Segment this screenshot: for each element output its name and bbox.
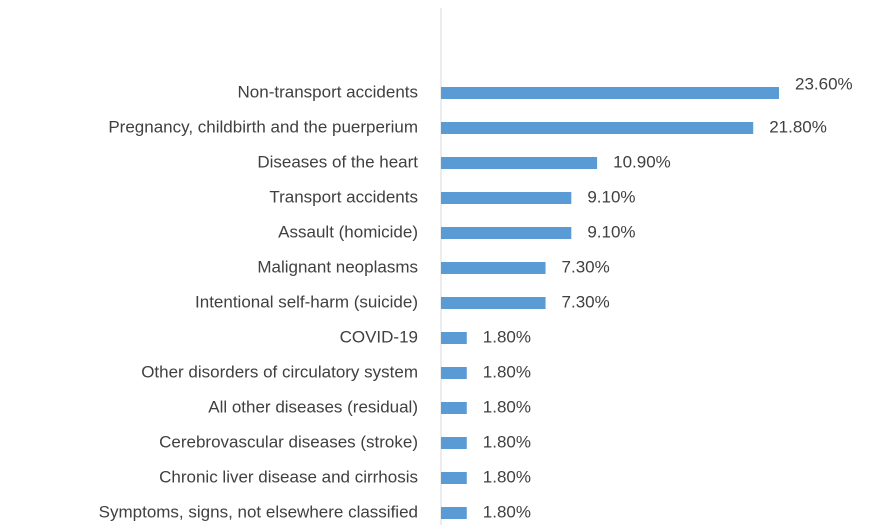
value-label: 9.10% bbox=[587, 187, 635, 206]
bar bbox=[441, 122, 754, 134]
bar bbox=[441, 297, 546, 309]
category-label: Transport accidents bbox=[269, 187, 418, 206]
category-label: Diseases of the heart bbox=[257, 152, 418, 171]
category-label: Cerebrovascular diseases (stroke) bbox=[159, 432, 418, 451]
category-label: Malignant neoplasms bbox=[257, 257, 418, 276]
bar bbox=[441, 157, 598, 169]
bar bbox=[441, 472, 467, 484]
value-label: 10.90% bbox=[613, 152, 671, 171]
category-label: Chronic liver disease and cirrhosis bbox=[159, 467, 418, 486]
category-label: COVID-19 bbox=[340, 327, 418, 346]
category-label: Symptoms, signs, not elsewhere classifie… bbox=[99, 502, 418, 521]
category-label: Other disorders of circulatory system bbox=[141, 362, 418, 381]
bar bbox=[441, 402, 467, 414]
value-label: 1.80% bbox=[483, 432, 531, 451]
value-label: 7.30% bbox=[562, 292, 610, 311]
category-label: Non-transport accidents bbox=[238, 82, 418, 101]
category-label: Assault (homicide) bbox=[278, 222, 418, 241]
value-label: 21.80% bbox=[769, 117, 827, 136]
value-label: 1.80% bbox=[483, 397, 531, 416]
value-label: 1.80% bbox=[483, 362, 531, 381]
category-label: Intentional self-harm (suicide) bbox=[195, 292, 418, 311]
bar bbox=[441, 367, 467, 379]
value-label: 1.80% bbox=[483, 327, 531, 346]
bar bbox=[441, 437, 467, 449]
category-label: Pregnancy, childbirth and the puerperium bbox=[108, 117, 418, 136]
bar bbox=[441, 332, 467, 344]
value-label: 9.10% bbox=[587, 222, 635, 241]
value-label: 7.30% bbox=[562, 257, 610, 276]
value-label: 1.80% bbox=[483, 502, 531, 521]
bar bbox=[441, 227, 572, 239]
value-label: 1.80% bbox=[483, 467, 531, 486]
bar bbox=[441, 262, 546, 274]
category-label: All other diseases (residual) bbox=[208, 397, 418, 416]
bar bbox=[441, 507, 467, 519]
bar bbox=[441, 192, 572, 204]
value-label: 23.60% bbox=[795, 74, 853, 93]
bar bbox=[441, 87, 779, 99]
